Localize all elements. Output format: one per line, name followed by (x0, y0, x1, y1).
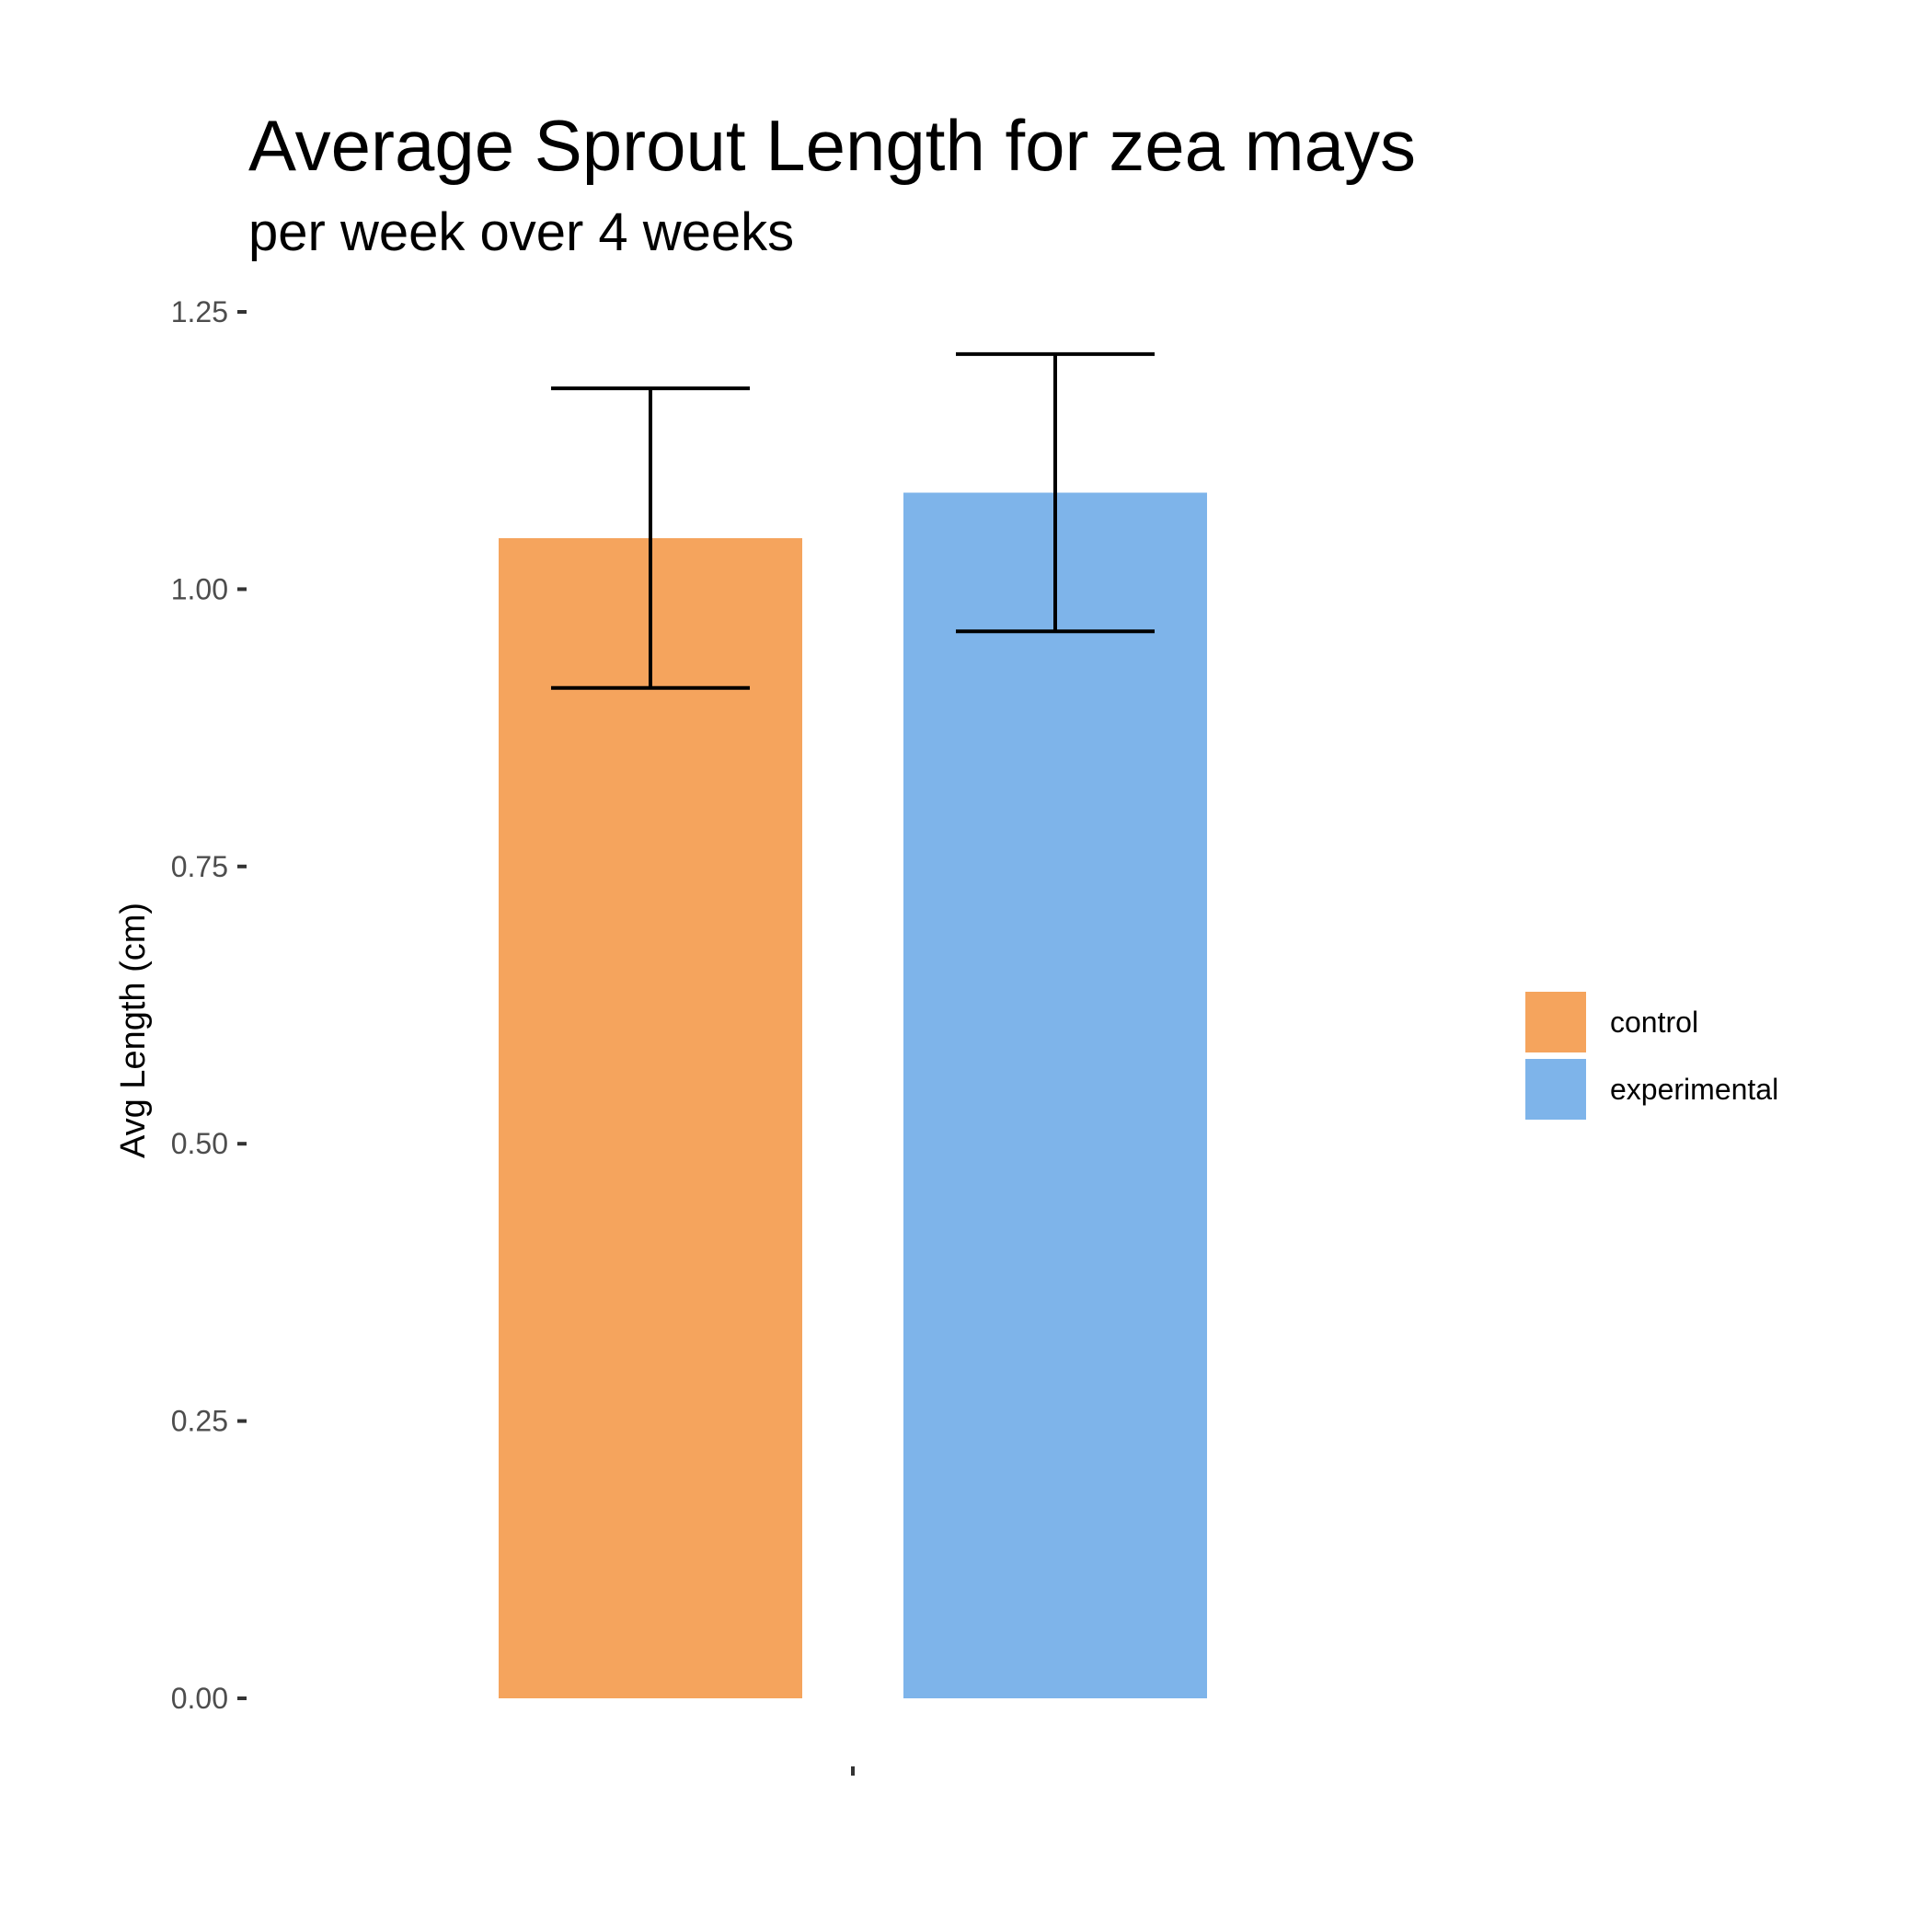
y-tick-label: 0.50 (171, 1127, 228, 1160)
chart-title: Average Sprout Length for zea mays (248, 105, 1416, 186)
bar-experimental (903, 492, 1207, 1698)
legend: control experimental (1525, 992, 1778, 1120)
y-tick-label: 0.75 (171, 850, 228, 883)
y-axis-title: Avg Length (cm) (114, 903, 153, 1158)
legend-key-experimental (1525, 1059, 1586, 1120)
y-tick-label: 1.00 (171, 572, 228, 605)
y-axis: 0.00 0.25 0.50 0.75 1.00 1.25 (171, 295, 247, 1715)
chart-subtitle: per week over 4 weeks (248, 202, 794, 262)
y-tick-label: 0.00 (171, 1682, 228, 1715)
error-bars (551, 351, 1155, 690)
bar-control (499, 537, 802, 1698)
legend-key-control (1525, 992, 1586, 1052)
legend-label-control: control (1610, 1006, 1698, 1039)
legend-label-experimental: experimental (1610, 1073, 1778, 1106)
bars (499, 492, 1207, 1698)
y-tick-label: 0.25 (171, 1405, 228, 1438)
y-tick-label: 1.25 (171, 295, 228, 328)
